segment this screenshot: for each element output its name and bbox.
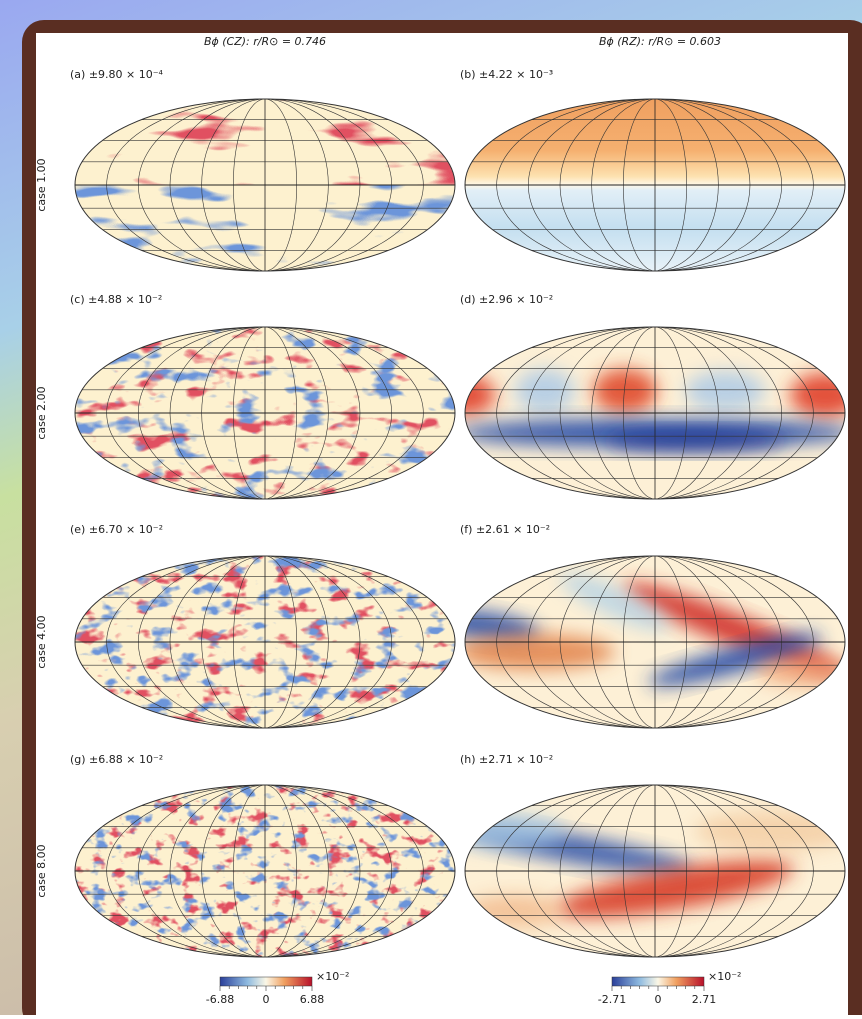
panel-label: (e) ±6.70 × 10⁻² [70,523,163,536]
colorbar-tick-label: 6.88 [300,993,325,1006]
field-blob [593,369,657,413]
column-title: Bϕ (RZ): r/R⊙ = 0.603 [599,35,721,48]
panel-label: (c) ±4.88 × 10⁻² [70,293,162,306]
field-blob [605,431,785,451]
panel-label: (a) ±9.80 × 10⁻⁴ [70,68,164,81]
colorbar-scale: ×10⁻² [708,970,741,983]
column-title: Bϕ (CZ): r/R⊙ = 0.746 [204,35,326,48]
panel-label: (h) ±2.71 × 10⁻² [460,753,553,766]
colorbar [612,977,704,986]
row-label: case 2.00 [35,386,48,439]
colorbar-scale: ×10⁻² [316,970,349,983]
colorbar-tick-label: 0 [263,993,270,1006]
panel-label: (d) ±2.96 × 10⁻² [460,293,553,306]
row-label: case 4.00 [35,615,48,668]
colorbar-tick-label: -6.88 [206,993,234,1006]
row-label: case 8.00 [35,844,48,897]
panel-label: (b) ±4.22 × 10⁻³ [460,68,553,81]
panel-label: (f) ±2.61 × 10⁻² [460,523,550,536]
field-blob [455,634,615,670]
map-panel [75,99,455,271]
figure: Bϕ (CZ): r/R⊙ = 0.746 Bϕ (RZ): r/R⊙ = 0.… [0,0,862,1015]
map-panel [75,785,455,957]
colorbar-tick-label: 0 [655,993,662,1006]
panel-label: (g) ±6.88 × 10⁻² [70,753,163,766]
colorbar [220,977,312,986]
colorbar-tick-label: -2.71 [598,993,626,1006]
page: Bϕ (CZ): r/R⊙ = 0.746 Bϕ (RZ): r/R⊙ = 0.… [0,0,862,1015]
map-panel [75,556,455,728]
field-blob [515,369,575,413]
map-panel [465,99,845,271]
row-label: case 1.00 [35,158,48,211]
map-panel [75,327,455,499]
field-blob [685,371,765,411]
colorbar-tick-label: 2.71 [692,993,717,1006]
